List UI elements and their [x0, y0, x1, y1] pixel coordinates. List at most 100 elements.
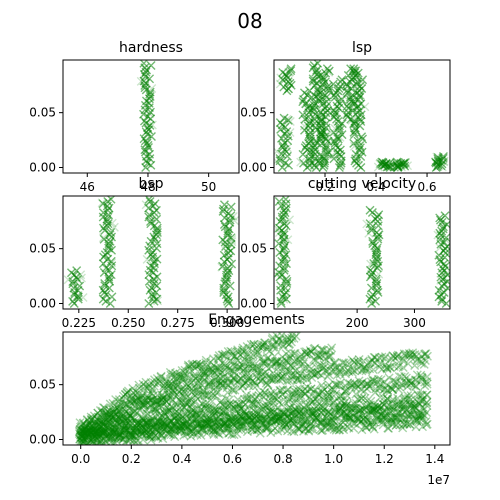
data-point [338, 417, 348, 427]
data-point [173, 372, 183, 382]
data-point [338, 363, 348, 373]
data-point [325, 422, 335, 432]
data-point [331, 411, 341, 421]
data-point [309, 344, 319, 354]
data-point [294, 393, 304, 403]
data-point [273, 415, 283, 425]
data-point [216, 423, 226, 433]
data-point [165, 367, 175, 377]
data-point [274, 197, 284, 207]
data-point [136, 392, 146, 402]
data-point [261, 358, 271, 368]
data-point [190, 391, 200, 401]
data-point [294, 387, 304, 397]
data-point [184, 373, 194, 383]
data-point [414, 391, 424, 401]
data-point [137, 413, 147, 423]
data-point [260, 371, 270, 381]
data-point [354, 406, 364, 416]
data-point [111, 414, 121, 424]
data-point [113, 403, 123, 413]
data-point [144, 416, 154, 426]
data-point [149, 397, 159, 407]
data-point [93, 408, 103, 418]
data-point [292, 416, 302, 426]
data-point [227, 235, 237, 245]
data-point [409, 380, 419, 390]
data-point [382, 364, 392, 374]
data-point [346, 403, 356, 413]
data-point [84, 433, 94, 443]
data-point [366, 225, 376, 235]
data-point [349, 358, 359, 368]
data-point [186, 387, 196, 397]
data-point [374, 269, 384, 279]
data-point [187, 411, 197, 421]
data-point [350, 383, 360, 393]
data-point [188, 405, 198, 415]
data-point [206, 381, 216, 391]
data-point [401, 349, 411, 359]
data-point [141, 425, 151, 435]
data-point [138, 379, 148, 389]
data-point [216, 396, 226, 406]
data-point [146, 395, 156, 405]
data-point [389, 351, 399, 361]
data-point [210, 380, 220, 390]
data-point [341, 396, 351, 406]
data-point [267, 362, 277, 372]
data-point [304, 426, 314, 436]
data-point [141, 418, 151, 428]
data-point [253, 347, 263, 357]
data-point [234, 404, 244, 414]
data-point [394, 385, 404, 395]
data-point [165, 390, 175, 400]
data-point [102, 423, 112, 433]
data-point [173, 377, 183, 387]
data-point [393, 362, 403, 372]
data-point [202, 362, 212, 372]
data-point [133, 418, 143, 428]
data-point [309, 355, 319, 365]
data-point [340, 413, 350, 423]
data-point [212, 366, 222, 376]
data-point [278, 340, 288, 350]
data-point [201, 400, 211, 410]
data-point [350, 408, 360, 418]
data-point [136, 418, 146, 428]
data-point [249, 425, 259, 435]
data-point [348, 365, 358, 375]
data-point [241, 410, 251, 420]
data-point [144, 196, 154, 204]
data-point [404, 348, 414, 358]
data-point [161, 374, 171, 384]
data-point [250, 413, 260, 423]
data-point [348, 403, 358, 413]
data-point [148, 427, 158, 437]
data-point [122, 413, 132, 423]
data-point [406, 395, 416, 405]
data-point [125, 421, 135, 431]
data-point [197, 421, 207, 431]
data-point [83, 427, 93, 437]
data-point [105, 434, 115, 444]
data-point [78, 425, 88, 435]
data-point [221, 363, 231, 373]
data-point [119, 433, 129, 443]
data-point [353, 357, 363, 367]
data-point [145, 396, 155, 406]
data-point [182, 379, 192, 389]
data-point [87, 426, 97, 436]
data-point [440, 273, 450, 283]
data-point [131, 423, 141, 433]
data-point [132, 408, 142, 418]
data-point [330, 406, 340, 416]
data-point [247, 376, 257, 386]
data-point [398, 402, 408, 412]
data-point [108, 398, 118, 408]
data-point [140, 425, 150, 435]
data-point [246, 393, 256, 403]
data-point [360, 420, 370, 430]
data-point [169, 418, 179, 428]
data-point [156, 429, 166, 439]
